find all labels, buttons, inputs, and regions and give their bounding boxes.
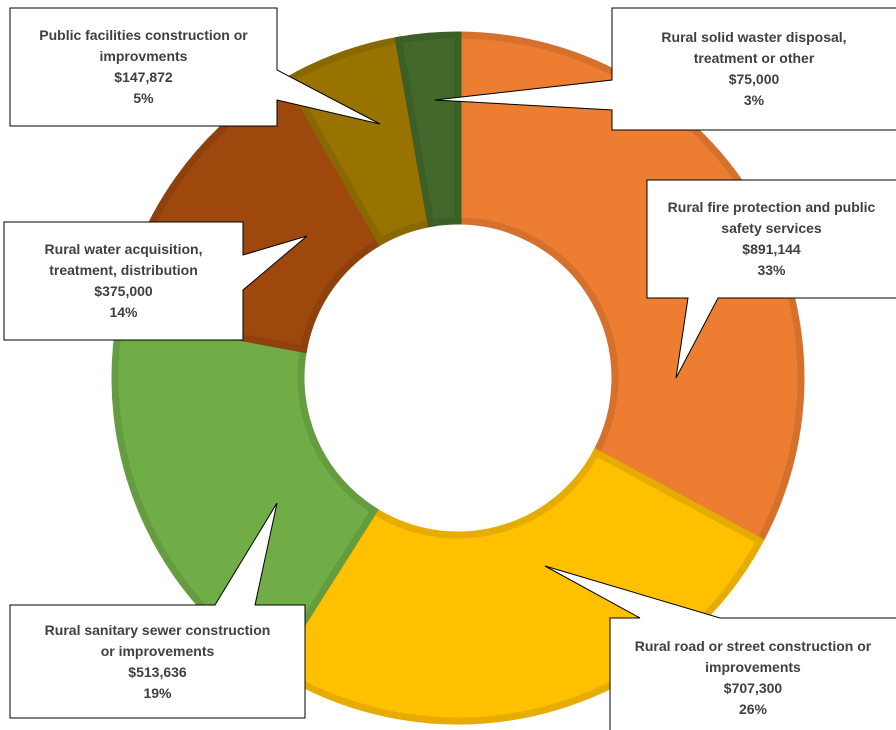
data-label: Rural water acquisition, treatment, dist…: [4, 222, 243, 340]
callout-box: [544, 565, 896, 730]
donut-slice: [111, 310, 379, 673]
percent-label: 14%: [109, 304, 138, 320]
percent-label: 33%: [757, 262, 786, 278]
value-label: $375,000: [94, 283, 153, 299]
callout-box: [434, 7, 896, 131]
value-label: $75,000: [728, 71, 780, 87]
value-label: $147,872: [114, 69, 173, 85]
data-label: Public facilities construction or improv…: [10, 8, 277, 126]
donut-slice: [394, 31, 462, 228]
data-label: Rural sanitary sewer construction or imp…: [10, 605, 305, 718]
category-label: Public facilities construction or improv…: [39, 27, 248, 64]
percent-label: 3%: [743, 92, 765, 108]
value-label: $707,300: [723, 680, 783, 696]
data-label: Rural fire protection and public safety …: [647, 180, 896, 298]
category-label: Rural solid waster disposal, treatment o…: [661, 29, 847, 66]
callout-box: [646, 179, 896, 379]
category-label: Rural sanitary sewer construction or imp…: [44, 621, 271, 659]
percent-label: 26%: [738, 701, 768, 717]
category-label: Rural road or street construction or imp…: [634, 638, 872, 675]
callout-box: [9, 7, 381, 127]
data-label: Rural solid waster disposal, treatment o…: [612, 8, 896, 130]
callout-box: [3, 221, 308, 341]
data-label: Rural road or street construction or imp…: [610, 618, 896, 730]
callout-box: [9, 502, 306, 719]
value-label: $891,144: [742, 241, 801, 257]
percent-label: 19%: [143, 684, 172, 701]
category-label: Rural fire protection and public safety …: [667, 199, 876, 236]
category-label: Rural water acquisition, treatment, dist…: [44, 241, 203, 278]
value-label: $513,636: [128, 663, 187, 680]
percent-label: 5%: [133, 90, 154, 106]
